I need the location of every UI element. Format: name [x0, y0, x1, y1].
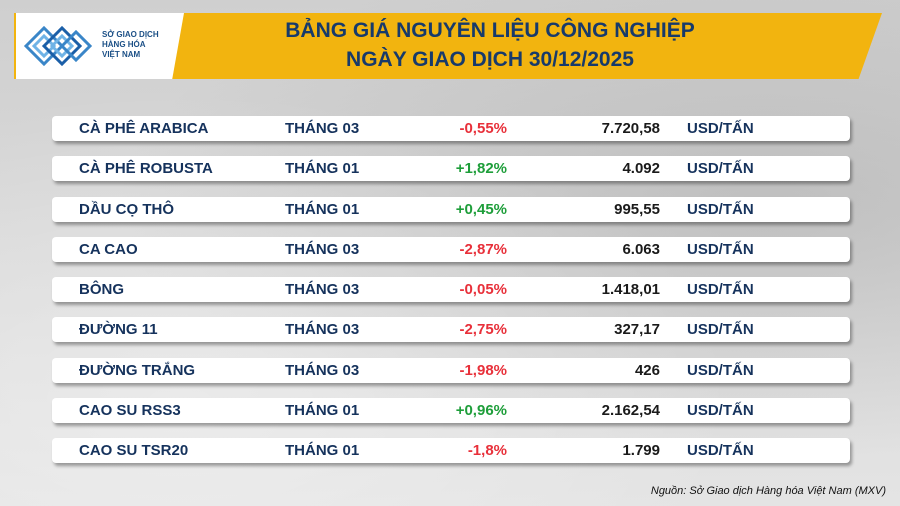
price-unit: USD/TẤN	[687, 281, 754, 299]
price-value: 995,55	[614, 200, 660, 218]
price-value: 1.418,01	[601, 281, 660, 299]
price-unit: USD/TẤN	[687, 321, 754, 339]
commodity-name: ĐƯỜNG 11	[79, 321, 158, 339]
commodity-name: CA CAO	[79, 240, 138, 258]
price-unit: USD/TẤN	[687, 240, 754, 258]
page-title: BẢNG GIÁ NGUYÊN LIỆU CÔNG NGHIỆP NGÀY GI…	[190, 16, 790, 74]
table-row: CÀ PHÊ ARABICA THÁNG 03 -0,55% 7.720,58 USD/…	[52, 116, 850, 141]
table-row: ĐƯỜNG 11 THÁNG 03 -2,75% 327,17 USD/TẤN	[52, 317, 850, 343]
price-value: 327,17	[614, 321, 660, 339]
table-row: CAO SU RSS3 THÁNG 01 +0,96% 2.162,54 USD/TẤN	[52, 398, 850, 424]
commodity-name: DẦU CỌ THÔ	[79, 200, 174, 218]
commodity-name: ĐƯỜNG TRẮNG	[79, 361, 196, 379]
price-change: -1,98%	[459, 361, 507, 379]
price-table: CÀ PHÊ ARABICA THÁNG 03 -0,55% 7.720,58 USD/…	[52, 116, 850, 479]
table-row: DẦU CỌ THÔ THÁNG 01 +0,45% 995,55 USD/TẤN	[52, 196, 850, 222]
price-unit: USD/TẤN	[687, 200, 754, 218]
commodity-name: BÔNG	[79, 281, 124, 299]
price-unit: USD/TẤN	[687, 120, 754, 137]
price-change: +0,45%	[455, 200, 507, 218]
contract-month: THÁNG 03	[285, 240, 360, 258]
price-value: 7.720,58	[601, 120, 660, 137]
table-row: CA CAO THÁNG 03 -2,87% 6.063 USD/TẤN	[52, 236, 850, 262]
title-line-1: BẢNG GIÁ NGUYÊN LIỆU CÔNG NGHIỆP	[285, 19, 695, 42]
table-row: BÔNG THÁNG 03 -0,05% 1.418,01 USD/TẤN	[52, 277, 850, 303]
mxv-logo-icon	[23, 25, 93, 67]
price-change: -2,87%	[459, 240, 507, 258]
price-change: +0,96%	[455, 402, 507, 420]
price-value: 1.799	[622, 442, 660, 460]
price-unit: USD/TẤN	[687, 361, 754, 379]
price-value: 426	[634, 361, 660, 379]
contract-month: THÁNG 01	[285, 160, 360, 178]
price-change: +1,82%	[455, 160, 507, 178]
price-change: -0,55%	[459, 120, 507, 137]
logo-text: SỞ GIAO DỊCH HÀNG HÓA VIỆT NAM	[102, 30, 182, 60]
contract-month: THÁNG 03	[285, 120, 360, 137]
title-line-2: NGÀY GIAO DỊCH 30/12/2025	[346, 48, 634, 71]
commodity-name: CÀ PHÊ ARABICA	[79, 120, 209, 137]
logo-line: VIỆT NAM	[102, 50, 141, 59]
contract-month: THÁNG 01	[285, 200, 360, 218]
price-value: 2.162,54	[601, 402, 660, 420]
commodity-name: CAO SU TSR20	[79, 442, 189, 460]
commodity-name: CÀ PHÊ ROBUSTA	[79, 160, 213, 178]
contract-month: THÁNG 03	[285, 361, 360, 379]
price-unit: USD/TẤN	[687, 160, 754, 178]
contract-month: THÁNG 03	[285, 281, 360, 299]
logo-line: HÀNG HÓA	[102, 40, 146, 49]
logo-line: SỞ GIAO DỊCH	[102, 30, 159, 39]
price-value: 6.063	[622, 240, 660, 258]
price-unit: USD/TẤN	[687, 402, 754, 420]
price-change: -0,05%	[459, 281, 507, 299]
contract-month: THÁNG 01	[285, 402, 360, 420]
source-note: Nguồn: Sở Giao dịch Hàng hóa Việt Nam (M…	[650, 485, 886, 497]
contract-month: THÁNG 01	[285, 442, 360, 460]
table-row: CAO SU TSR20 THÁNG 01 -1,8% 1.799 USD/TẤN	[52, 438, 850, 464]
table-row: CÀ PHÊ ROBUSTA THÁNG 01 +1,82% 4.092 USD/TẤN	[52, 156, 850, 182]
table-row: ĐƯỜNG TRẮNG THÁNG 03 -1,98% 426 USD/TẤN	[52, 357, 850, 383]
price-unit: USD/TẤN	[687, 442, 754, 460]
contract-month: THÁNG 03	[285, 321, 360, 339]
price-change: -1,8%	[467, 442, 507, 460]
commodity-name: CAO SU RSS3	[79, 402, 181, 420]
price-change: -2,75%	[459, 321, 507, 339]
price-value: 4.092	[622, 160, 660, 178]
